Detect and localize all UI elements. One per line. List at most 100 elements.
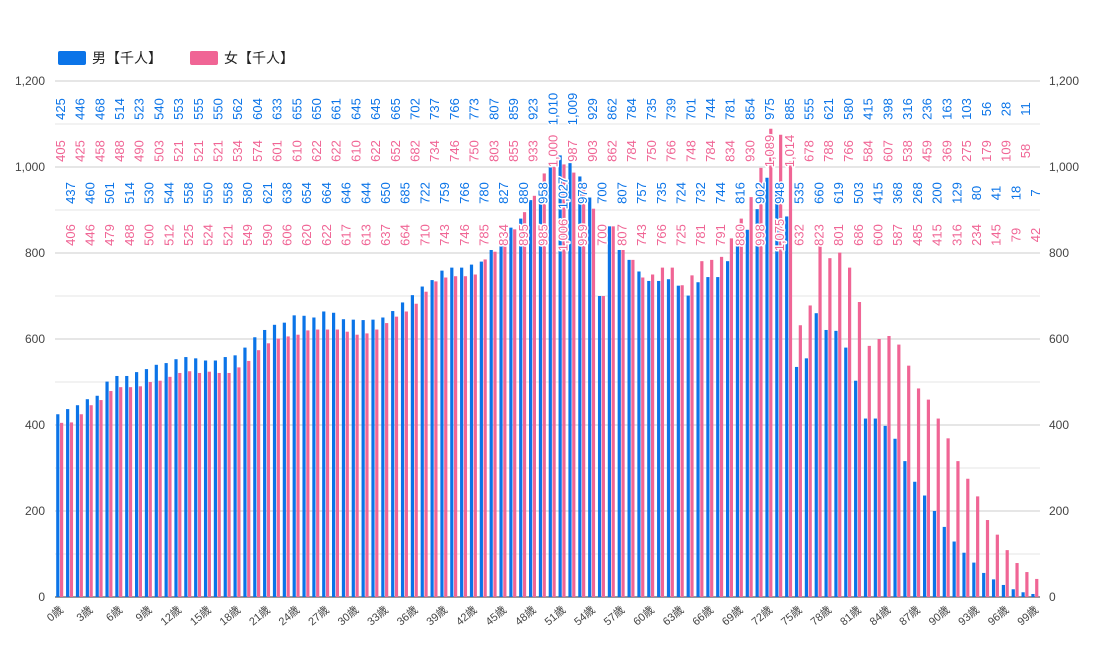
data-label-male: 744 — [703, 98, 718, 120]
bar-male — [863, 418, 868, 597]
bar-female — [946, 438, 950, 597]
data-label-female: 700 — [595, 224, 610, 246]
x-tick-label: 36歳 — [394, 603, 420, 628]
bar-male — [834, 330, 838, 597]
bar-male — [479, 261, 483, 597]
bar-female — [611, 226, 615, 597]
data-label-female: 488 — [112, 140, 127, 162]
data-label-male: 437 — [63, 182, 78, 204]
bar-female — [257, 350, 261, 597]
bar-female — [1025, 572, 1029, 597]
bar-male — [735, 246, 740, 597]
bar-male — [972, 562, 976, 597]
data-label-male: 633 — [270, 98, 285, 120]
data-label-male: 523 — [132, 98, 147, 120]
bar-male — [440, 270, 444, 597]
data-label-female: 622 — [309, 140, 324, 162]
data-label-male: 11 — [1018, 102, 1033, 116]
x-tick-label: 72歳 — [749, 603, 775, 628]
bar-female — [739, 218, 743, 597]
bar-male — [716, 277, 720, 597]
data-label-female: 316 — [949, 224, 964, 246]
data-label-female: 1,089 — [762, 135, 777, 168]
data-label-male: 562 — [230, 98, 245, 120]
y-tick-label-right: 200 — [1049, 504, 1069, 518]
bar-male — [95, 395, 99, 597]
data-label-female: 834 — [723, 140, 738, 162]
bar-female — [808, 305, 812, 597]
data-label-male: 773 — [467, 98, 482, 120]
data-label-male: 724 — [673, 182, 688, 204]
bar-male — [785, 216, 789, 597]
data-label-female: 512 — [161, 224, 176, 246]
bar-female — [1005, 550, 1009, 597]
data-label-female: 855 — [506, 140, 521, 162]
data-label-female: 538 — [900, 140, 915, 162]
data-label-male: 446 — [73, 98, 88, 120]
data-label-female: 479 — [102, 224, 117, 246]
bar-male — [203, 360, 208, 597]
y-tick-label-left: 800 — [25, 246, 45, 260]
data-label-female: 525 — [181, 224, 196, 246]
data-label-female: 584 — [861, 140, 876, 162]
data-label-male: 650 — [309, 98, 324, 120]
data-label-female: 748 — [683, 140, 698, 162]
bar-female — [227, 372, 231, 597]
bar-female — [483, 259, 487, 597]
bar-male — [66, 409, 70, 597]
legend-item-female[interactable]: 女【千人】 — [190, 48, 294, 68]
bar-female — [660, 267, 665, 597]
bar-female — [591, 208, 596, 597]
data-label-male: 129 — [949, 182, 964, 204]
data-label-male: 555 — [802, 98, 817, 120]
data-label-male: 558 — [181, 182, 196, 204]
data-label-male: 535 — [792, 182, 807, 204]
bar-male — [982, 572, 986, 597]
data-label-female: 987 — [565, 140, 580, 162]
data-label-female: 587 — [890, 224, 905, 246]
bar-male — [794, 366, 799, 597]
data-label-male: 757 — [634, 182, 649, 204]
bar-male — [706, 277, 710, 597]
bar-female — [1035, 578, 1039, 597]
data-label-female: 766 — [664, 140, 679, 162]
data-label-female: 710 — [417, 224, 432, 246]
bar-male — [174, 359, 178, 597]
data-label-male: 660 — [811, 182, 826, 204]
data-label-female: 803 — [486, 140, 501, 162]
data-label-male: 948 — [772, 182, 787, 204]
data-label-female: 524 — [201, 224, 216, 246]
data-label-female: 743 — [634, 224, 649, 246]
bar-female — [463, 276, 468, 597]
bar-female — [454, 276, 458, 597]
legend-item-male[interactable]: 男【千人】 — [58, 48, 162, 68]
bar-male — [243, 347, 247, 597]
data-label-male: 555 — [191, 98, 206, 120]
data-label-male: 619 — [831, 182, 846, 204]
data-label-female: 500 — [142, 224, 157, 246]
data-label-female: 620 — [299, 224, 314, 246]
data-label-female: 446 — [82, 224, 97, 246]
x-tick-label: 78歳 — [808, 603, 834, 628]
bar-male — [529, 200, 533, 598]
data-label-female: 503 — [151, 140, 166, 162]
bar-male — [223, 357, 227, 597]
y-tick-label-right: 1,000 — [1049, 160, 1079, 174]
data-label-male: 580 — [240, 182, 255, 204]
bar-female — [266, 343, 271, 597]
data-label-male: 28 — [999, 102, 1014, 116]
bar-female — [936, 418, 940, 597]
bar-male — [391, 311, 395, 597]
data-label-male: 550 — [211, 98, 226, 120]
bar-female — [60, 422, 64, 597]
data-label-female: 610 — [348, 140, 363, 162]
data-label-male: 978 — [575, 182, 590, 204]
bar-female — [562, 164, 566, 598]
x-tick-label: 57歳 — [601, 603, 627, 628]
data-label-male: 514 — [112, 98, 127, 120]
bar-male — [726, 261, 730, 597]
bar-female — [877, 339, 881, 597]
bar-female — [197, 372, 202, 597]
bar-male — [627, 259, 631, 597]
